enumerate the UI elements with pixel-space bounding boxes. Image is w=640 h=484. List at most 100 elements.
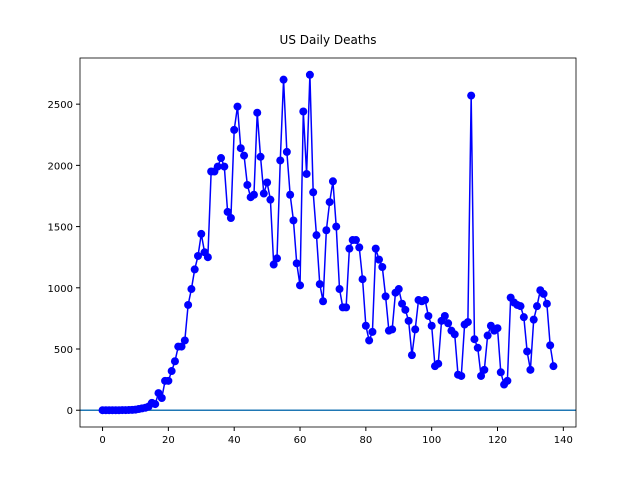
point	[180, 336, 189, 345]
point	[243, 180, 252, 189]
plot-frame	[79, 57, 577, 428]
x-tick-label: 80	[359, 435, 372, 446]
point	[371, 244, 380, 253]
point	[434, 359, 443, 368]
point	[424, 311, 433, 320]
point	[404, 316, 413, 325]
point	[519, 313, 528, 322]
point	[450, 330, 459, 339]
point	[421, 296, 430, 305]
point	[230, 125, 239, 134]
point	[309, 188, 318, 197]
point	[532, 302, 541, 311]
point	[539, 289, 548, 298]
point	[361, 321, 370, 330]
point	[279, 75, 288, 84]
point	[282, 147, 291, 156]
point	[269, 260, 278, 269]
y-tick-label: 1000	[48, 284, 73, 295]
point	[375, 255, 384, 264]
point	[457, 371, 466, 380]
point	[259, 189, 268, 198]
point	[249, 190, 258, 199]
point	[355, 243, 364, 252]
point	[378, 262, 387, 271]
y-tick-label: 1500	[48, 223, 73, 234]
point	[493, 324, 502, 333]
point	[358, 275, 367, 284]
point	[236, 144, 245, 153]
x-tick-label: 120	[488, 435, 507, 446]
point	[463, 318, 472, 327]
point	[157, 393, 166, 402]
point	[226, 214, 235, 223]
point	[401, 305, 410, 314]
point	[286, 190, 295, 199]
point	[305, 70, 314, 79]
point	[542, 299, 551, 308]
point	[529, 315, 538, 324]
x-tick-label: 40	[228, 435, 241, 446]
point	[164, 376, 173, 385]
point	[170, 357, 179, 366]
point	[217, 154, 226, 163]
point	[302, 169, 311, 178]
point	[292, 259, 301, 268]
point	[345, 244, 354, 253]
point	[546, 341, 555, 350]
point	[523, 347, 532, 356]
x-tick-label: 0	[99, 435, 105, 446]
point	[322, 226, 331, 235]
y-tick-label: 0	[67, 406, 73, 417]
point	[342, 303, 351, 312]
point	[312, 231, 321, 240]
point	[480, 365, 489, 374]
point	[394, 285, 403, 294]
point	[190, 265, 199, 274]
x-tick-label: 60	[294, 435, 307, 446]
point	[407, 351, 416, 360]
point	[203, 253, 212, 262]
y-tick-label: 2000	[48, 161, 73, 172]
point	[220, 162, 229, 171]
point	[483, 331, 492, 340]
point	[516, 302, 525, 311]
x-tick-label: 20	[162, 435, 175, 446]
point	[427, 321, 436, 330]
point	[197, 229, 206, 238]
point	[381, 292, 390, 301]
point	[289, 216, 298, 225]
point	[253, 108, 262, 117]
point	[440, 311, 449, 320]
point	[223, 207, 232, 216]
point	[365, 336, 374, 345]
point	[272, 254, 281, 263]
x-tick-label: 140	[554, 435, 573, 446]
point	[351, 236, 360, 245]
point	[332, 222, 341, 231]
point	[368, 327, 377, 336]
point	[473, 343, 482, 352]
point	[151, 400, 160, 409]
point	[213, 162, 222, 171]
point	[503, 376, 512, 385]
point	[187, 285, 196, 294]
point	[315, 280, 324, 289]
point	[167, 367, 176, 376]
point	[444, 319, 453, 328]
point	[256, 152, 265, 161]
point	[325, 198, 334, 207]
y-tick-label: 2500	[48, 100, 73, 111]
y-tick-label: 500	[54, 345, 73, 356]
point	[276, 156, 285, 165]
point	[328, 177, 337, 186]
point	[296, 281, 305, 290]
point	[299, 107, 308, 116]
point	[177, 342, 186, 351]
point	[240, 151, 249, 160]
point	[496, 368, 505, 377]
point	[266, 195, 275, 204]
point	[184, 300, 193, 309]
point	[193, 251, 202, 260]
